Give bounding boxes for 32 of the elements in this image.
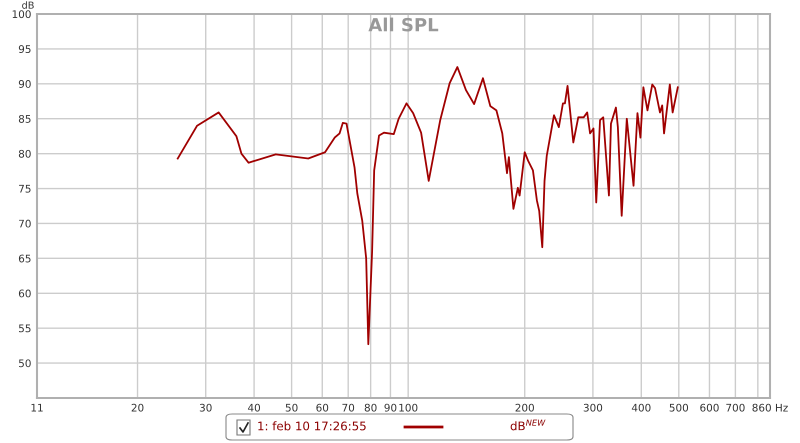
- x-tick-label: 20: [132, 404, 144, 412]
- x-tick-label: 70: [342, 404, 354, 412]
- text: dB$^{NEW}$: [510, 420, 546, 430]
- x-tick-label: 200: [516, 404, 534, 412]
- y-tick-label: 100: [12, 10, 31, 18]
- x-tick-label: 500: [670, 404, 688, 412]
- x-tick-label: 50: [286, 404, 298, 412]
- y-tick-label: 90: [18, 80, 31, 88]
- chart-title: All SPL: [368, 18, 438, 32]
- y-tick-label: 50: [18, 359, 31, 368]
- x-tick-label: 100: [399, 404, 418, 412]
- text: 1: feb 10 17:26:55: [258, 421, 366, 430]
- y-tick-label: 60: [18, 290, 31, 298]
- x-tick-label: 600: [700, 404, 719, 412]
- x-tick-label: 860 Hz: [752, 404, 788, 412]
- y-tick-label: 55: [18, 324, 31, 332]
- x-tick-label: 90: [384, 404, 396, 412]
- y-tick-label: 80: [18, 150, 31, 158]
- x-tick-label: 11: [32, 404, 43, 412]
- x-tick-label: 80: [364, 404, 377, 412]
- y-tick-label: 65: [18, 254, 31, 262]
- x-tick-label: 30: [200, 404, 212, 412]
- y-axis-title: dB: [22, 1, 34, 9]
- y-tick-label: 85: [18, 114, 31, 123]
- x-tick-label: 60: [316, 404, 328, 412]
- y-tick-label: 95: [18, 45, 31, 54]
- y-tick-label: 75: [19, 184, 31, 193]
- y-tick-label: 70: [19, 220, 31, 228]
- x-tick-label: 40: [248, 404, 260, 412]
- x-tick-label: 300: [584, 404, 602, 412]
- x-tick-label: 700: [726, 404, 745, 412]
- x-tick-label: 400: [632, 404, 651, 412]
